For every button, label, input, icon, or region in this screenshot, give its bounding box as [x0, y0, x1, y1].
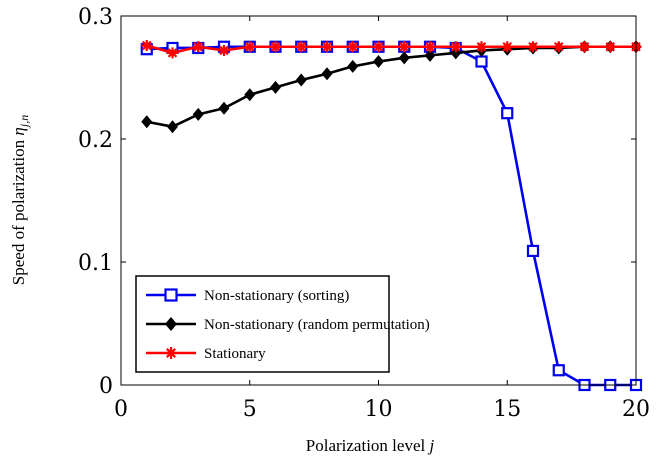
legend-entry-stationary: Stationary — [146, 346, 266, 362]
data-point — [398, 41, 410, 53]
data-point — [270, 41, 281, 53]
data-point — [295, 73, 307, 87]
x-tick-label: 10 — [365, 397, 393, 422]
y-axis-label: Speed of polarization ηj,n — [9, 115, 31, 285]
data-point — [244, 41, 256, 53]
plot-area-frame — [120, 15, 637, 386]
data-point — [321, 67, 333, 81]
data-point — [373, 41, 384, 53]
data-point — [218, 101, 230, 115]
data-point — [373, 55, 384, 69]
data-point — [398, 51, 410, 65]
y-tick-label: 0 — [99, 374, 113, 399]
data-point — [244, 88, 256, 102]
square-marker-icon — [164, 288, 178, 302]
legend-label-random-permutation: Non-stationary (random permutation) — [204, 317, 430, 333]
legend-entry-sorting: Non-stationary (sorting) — [146, 288, 349, 304]
data-point — [424, 48, 436, 62]
data-point — [604, 41, 616, 53]
diamond-marker-icon — [165, 317, 177, 331]
data-point — [167, 120, 178, 134]
data-point — [192, 41, 204, 53]
data-point — [552, 364, 565, 377]
data-point — [526, 244, 540, 258]
x-tick-label: 15 — [493, 397, 521, 422]
star-marker-icon — [165, 347, 177, 359]
x-tick-label: 0 — [114, 397, 128, 422]
x-axis-label: Polarization level j — [306, 436, 435, 455]
data-point — [141, 40, 153, 52]
series-1 — [141, 40, 642, 134]
tick-labels: 0 5 10 15 20 0 0.1 0.2 0.3 — [78, 5, 650, 422]
series-line — [146, 45, 636, 128]
data-point — [475, 55, 488, 68]
data-point — [501, 107, 514, 120]
data-point — [270, 80, 281, 94]
data-point — [321, 41, 333, 53]
legend-label-stationary: Stationary — [204, 346, 266, 362]
data-point — [579, 41, 590, 53]
data-point — [192, 107, 204, 121]
data-point — [141, 115, 153, 129]
data-point — [476, 41, 487, 53]
data-point — [450, 41, 462, 53]
x-tick-label: 20 — [622, 397, 650, 422]
y-tick-label: 0.3 — [78, 5, 113, 30]
series-2 — [141, 40, 642, 59]
legend-label-sorting: Non-stationary (sorting) — [204, 288, 349, 304]
data-point — [553, 41, 565, 53]
x-tick-label: 5 — [243, 397, 257, 422]
legend: Non-stationary (sorting) Non-stationary … — [135, 275, 430, 373]
data-point — [167, 47, 178, 59]
data-point — [527, 41, 539, 53]
data-point — [218, 44, 230, 56]
y-tick-label: 0.2 — [78, 128, 113, 153]
data-point — [295, 41, 307, 53]
series-layer — [140, 40, 643, 392]
data-point — [347, 41, 359, 53]
legend-entry-random-permutation: Non-stationary (random permutation) — [146, 317, 430, 333]
data-point — [501, 41, 513, 53]
data-point — [424, 41, 436, 53]
data-point — [347, 59, 359, 73]
y-tick-label: 0.1 — [78, 251, 113, 276]
